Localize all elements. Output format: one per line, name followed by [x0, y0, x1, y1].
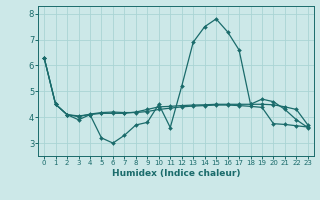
X-axis label: Humidex (Indice chaleur): Humidex (Indice chaleur): [112, 169, 240, 178]
